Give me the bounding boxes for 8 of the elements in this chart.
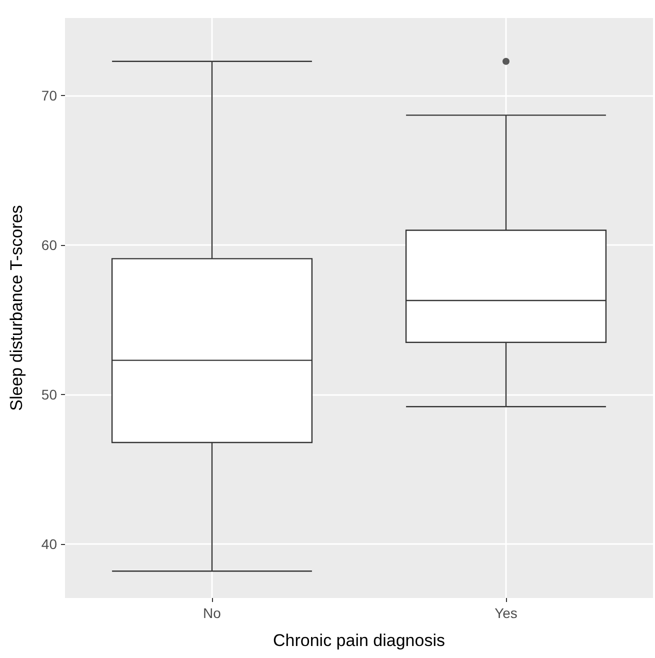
y-tick-label: 60 xyxy=(41,237,58,254)
y-tick-label: 40 xyxy=(41,536,58,552)
x-tick-label: Yes xyxy=(494,605,518,621)
x-axis-title: Chronic pain diagnosis xyxy=(273,631,445,650)
y-axis-title: Sleep disturbance T-scores xyxy=(7,205,26,411)
x-tick-label: No xyxy=(203,605,222,621)
y-tick-label: 70 xyxy=(41,88,58,104)
y-tick-label: 50 xyxy=(41,386,58,403)
